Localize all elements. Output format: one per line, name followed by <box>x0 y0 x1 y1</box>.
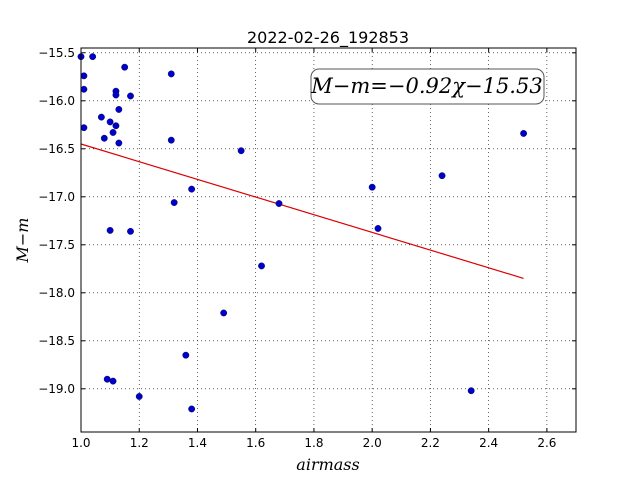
y-tick-label: −17.0 <box>38 190 75 204</box>
y-tick-label: −19.0 <box>38 382 75 396</box>
data-point <box>258 262 265 270</box>
x-tick-label: 1.6 <box>246 436 265 450</box>
data-point <box>237 147 245 155</box>
data-point <box>182 351 190 359</box>
data-point <box>89 53 97 61</box>
x-axis-ticks: 1.0 1.2 1.4 1.6 1.8 2.0 2.2 2.4 2.6 <box>71 48 556 450</box>
y-tick-label: −16.5 <box>38 142 75 156</box>
x-tick-label: 2.4 <box>479 436 498 450</box>
fit-line <box>80 143 524 279</box>
equation-annotation: M−m=−0.92χ−15.53 <box>310 68 545 105</box>
x-tick-label: 1.8 <box>304 436 323 450</box>
y-tick-label: −18.5 <box>38 334 75 348</box>
data-point <box>374 225 382 232</box>
fit-line-group <box>80 143 524 279</box>
data-points <box>77 53 527 413</box>
data-point <box>97 113 105 121</box>
x-tick-label: 1.0 <box>71 436 90 450</box>
data-point <box>106 226 114 234</box>
data-point <box>220 309 228 317</box>
data-point <box>368 183 376 191</box>
data-point <box>167 70 175 78</box>
data-point <box>438 172 446 180</box>
data-point <box>188 405 196 413</box>
x-axis-label: airmass <box>296 455 359 474</box>
data-point <box>80 72 88 80</box>
data-point <box>115 106 123 113</box>
data-point <box>80 85 88 93</box>
x-tick-label: 2.2 <box>421 436 440 450</box>
plot-area <box>81 48 576 432</box>
data-point <box>127 92 134 100</box>
y-tick-label: −18.0 <box>38 286 75 300</box>
plot-frame <box>80 47 577 433</box>
annotation-box <box>310 68 545 105</box>
x-tick-label: 1.4 <box>188 436 207 450</box>
data-point <box>167 136 175 144</box>
data-point <box>170 199 178 206</box>
annotation-text: M−m=−0.92χ−15.53 <box>310 74 542 98</box>
data-point <box>467 387 475 395</box>
data-point <box>520 130 527 137</box>
data-point <box>106 118 114 126</box>
data-point <box>112 91 120 99</box>
data-point <box>135 393 143 400</box>
data-point <box>115 139 123 147</box>
data-point <box>188 185 196 193</box>
y-axis-label: M−m <box>13 218 32 264</box>
data-point <box>127 227 134 235</box>
data-point <box>109 129 117 136</box>
x-tick-label: 2.0 <box>363 436 382 450</box>
data-point <box>112 122 120 130</box>
y-tick-label: −17.5 <box>38 238 75 252</box>
x-tick-label: 2.6 <box>537 436 556 450</box>
data-point <box>80 124 88 132</box>
x-tick-label: 1.2 <box>130 436 149 450</box>
y-tick-label: −16.0 <box>38 94 75 108</box>
data-point <box>109 377 117 385</box>
y-axis-ticks: −15.5 −16.0 −16.5 −17.0 −17.5 −18.0 −18.5 −19.0 <box>38 46 576 396</box>
data-point <box>100 134 108 142</box>
data-point <box>275 200 283 207</box>
chart-title: 2022-02-26_192853 <box>247 28 409 48</box>
y-tick-label: −15.5 <box>38 46 75 60</box>
data-point <box>121 63 129 71</box>
data-point <box>103 375 111 383</box>
